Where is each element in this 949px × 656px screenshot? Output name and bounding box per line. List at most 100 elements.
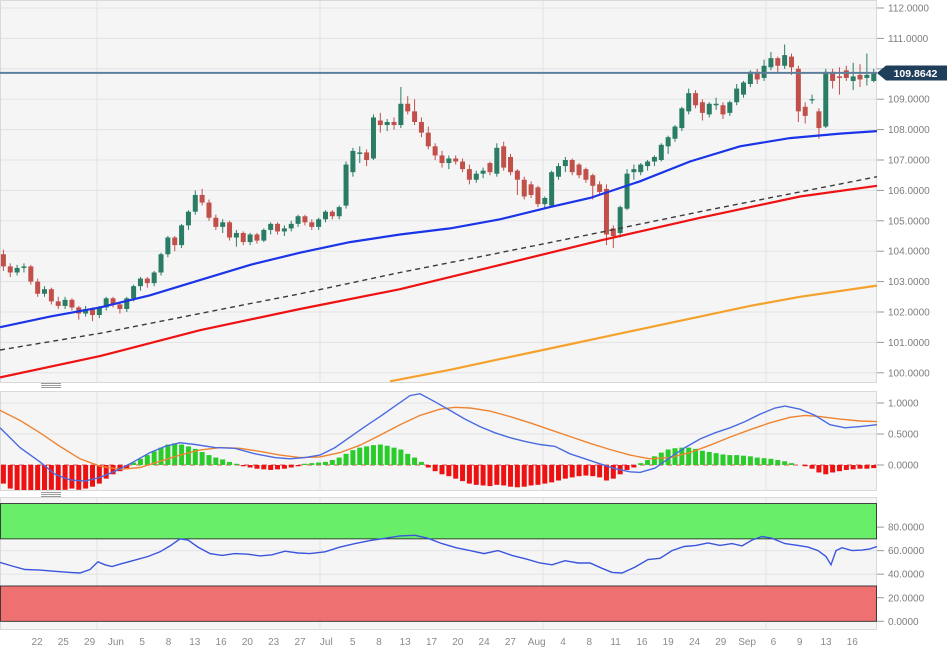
rsi-axis: 80.0000 60.0000 40.0000 20.0000 0.0000 [877,523,925,628]
macd-histogram-bar [836,465,842,472]
time-axis-label: 27 [505,637,517,648]
candle-body [192,194,198,212]
macd-histogram-bar [322,461,328,465]
axis-tick-label: 0.0000 [888,617,919,628]
candle-body [48,289,54,302]
macd-histogram-bar [96,465,102,484]
rsi-line [0,534,878,574]
macd-histogram-bar [720,454,726,465]
candle-body [713,103,719,106]
candle-body [446,158,452,164]
candle-body [199,194,205,203]
macd-histogram-bar [391,447,397,465]
axis-tick-label: 107.0000 [888,156,930,167]
panel-resize-grip-2[interactable] [41,492,61,497]
candle-body [555,166,561,177]
candle-body [110,298,116,305]
candle-body [275,223,281,232]
candle-body [638,164,644,173]
candle-body [693,93,699,106]
axis-tick-label: 80.0000 [888,523,925,534]
macd-histogram-bar [281,465,287,469]
macd-panel[interactable] [0,391,878,491]
candle-body [316,219,322,227]
candle-body [466,169,472,180]
ma-orange-line [389,284,878,383]
candle-body [0,254,6,267]
candle-body [747,71,753,84]
macd-histogram-bar [0,465,6,484]
candle-body [816,111,822,129]
axis-tick-label: 40.0000 [888,570,925,581]
candle-body [165,237,171,255]
candle-body [645,161,651,167]
macd-histogram-bar [14,465,20,490]
macd-histogram-bar [816,465,822,473]
macd-histogram-bar [480,465,486,486]
macd-histogram-bar [48,465,54,490]
macd-histogram-bar [69,465,75,489]
candle-body [651,156,657,162]
candle-body [542,198,548,205]
panel-resize-grip-1[interactable] [41,383,61,388]
candle-body [480,170,486,174]
time-axis-label: 24 [689,637,701,648]
candle-body [830,71,836,81]
candle-body [254,234,260,241]
candle-body [172,237,178,246]
time-axis-label: 29 [84,637,96,648]
macd-histogram-bar [802,465,808,467]
candle-body [706,103,712,115]
candle-body [836,76,842,78]
time-axis-label: 20 [242,637,254,648]
macd-histogram-bar [864,465,870,469]
macd-histogram-bar [768,458,774,465]
macd-histogram-bar [645,460,651,465]
macd-histogram-bar [261,465,267,470]
candle-body [494,147,500,174]
macd-histogram-bar [192,448,198,465]
candle-body [288,223,294,229]
candle-body [14,267,20,273]
macd-histogram-bar [466,465,472,484]
candle-body [603,188,609,235]
candle-body [158,254,164,273]
candle-body [460,161,466,170]
candle-body [295,216,301,224]
candle-body [795,68,801,112]
main-panel[interactable] [0,0,878,383]
axis-tick-label: 103.0000 [888,277,930,288]
macd-histogram-bar [35,465,41,490]
macd-histogram-bar [336,457,342,465]
axis-tick-label: 101.0000 [888,338,930,349]
macd-histogram-bar [514,465,520,488]
macd-histogram-bar [268,465,274,470]
ma-blue-line [0,130,878,329]
candle-body [302,216,308,223]
macd-histogram-bar [686,447,692,465]
macd-histogram-bar [7,465,13,489]
macd-histogram-bar [453,465,459,479]
time-axis-label: 13 [400,637,412,648]
macd-histogram-bar [28,465,34,490]
time-axis-label: 6 [771,637,777,648]
macd-histogram-bar [185,446,191,465]
macd-histogram-bar [158,447,164,465]
candle-body [699,102,705,113]
macd-histogram-bar [699,450,705,465]
rsi-panel[interactable] [0,497,878,630]
macd-histogram-bar [830,465,836,473]
macd-histogram-bar [206,455,212,465]
macd-histogram-bar [775,460,781,465]
time-axis-label: 27 [294,637,306,648]
candle-body [350,150,356,173]
macd-histogram-bar [508,465,514,487]
candle-body [610,228,616,236]
candle-body [220,222,226,227]
macd-histogram-bar [747,456,753,465]
candle-body [535,187,541,205]
macd-histogram-bar [624,465,630,470]
macd-histogram-bar [857,465,863,469]
